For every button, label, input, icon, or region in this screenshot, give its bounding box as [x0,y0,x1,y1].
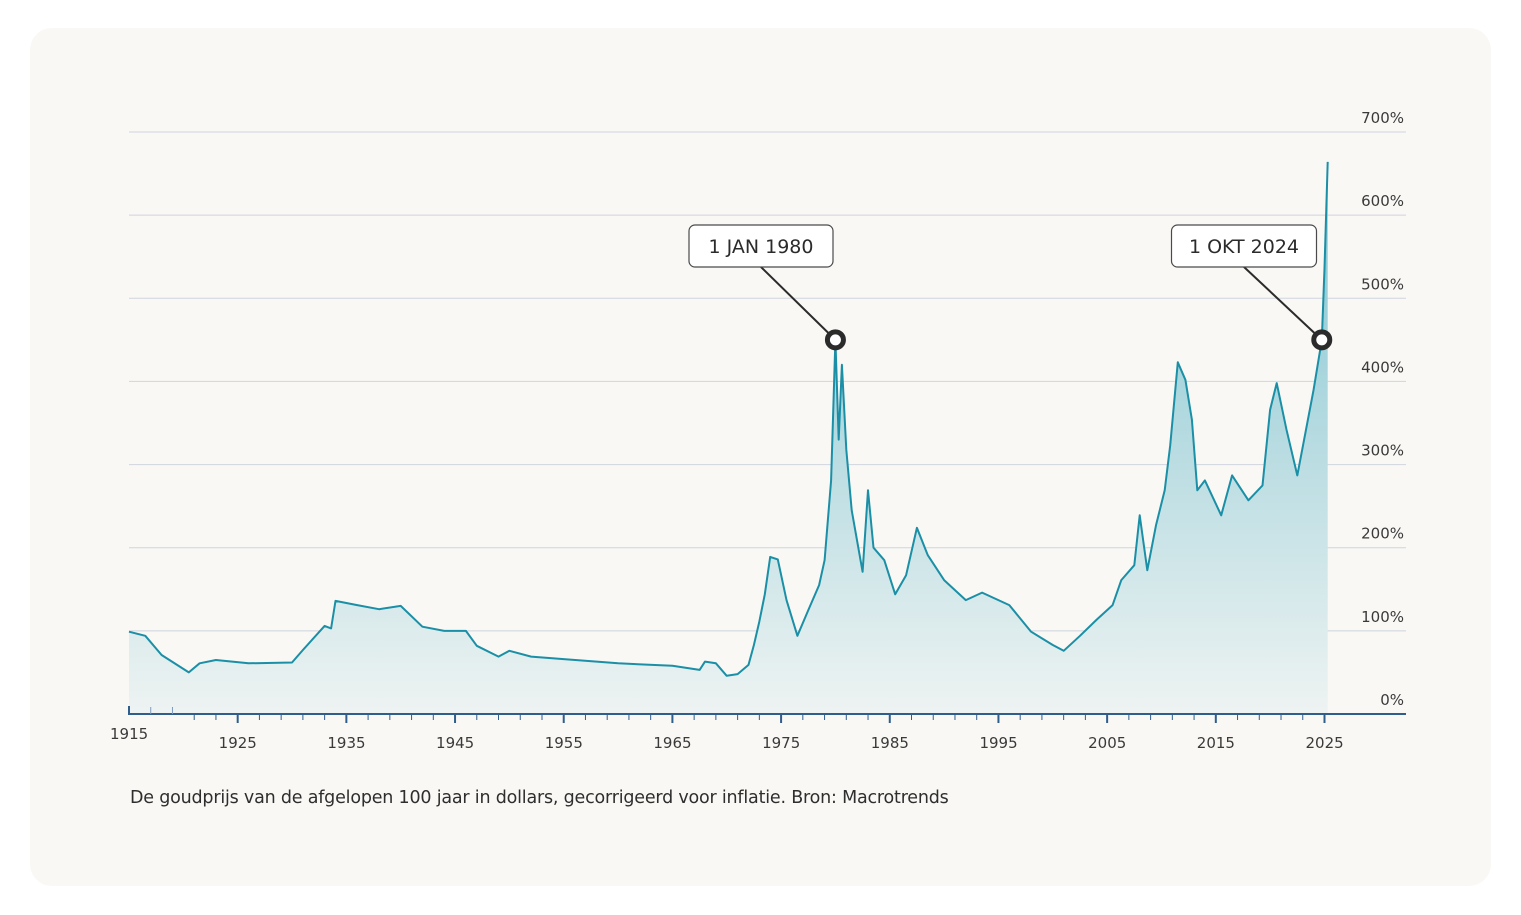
callout-box [688,224,834,268]
callout-box [1170,224,1318,268]
callout-leader [1243,266,1323,341]
x-tick-label: 1925 [219,734,257,752]
y-tick-label: 0% [1380,691,1404,709]
x-tick-label: 1995 [979,734,1017,752]
chart-caption: De goudprijs van de afgelopen 100 jaar i… [130,788,949,808]
x-tick-label: 1955 [545,734,583,752]
y-tick-label: 500% [1361,275,1404,293]
x-axis: 1915 1925 1935 1945 1955 1965 1975 1985 1995 2005… [110,706,1406,752]
callout-label: 1 JAN 1980 [708,236,813,258]
x-tick-label: 1985 [871,734,909,752]
y-tick-label: 400% [1361,358,1404,376]
callout-label: 1 OKT 2024 [1189,236,1299,258]
series-line [128,161,1329,677]
chart-card [30,28,1491,886]
annotations: 1 JAN 1980 1 OKT 2024 [688,224,1333,351]
y-axis-labels: 0% 100% 200% 300% 400% 500% 600% 700% [1361,109,1404,709]
y-tick-label: 300% [1361,442,1404,460]
y-tick-label: 100% [1361,608,1404,626]
callout-marker [824,329,846,351]
callout-marker [1311,329,1333,351]
x-tick-label: 1915 [110,725,148,743]
callout-leader [760,266,837,341]
y-tick-label: 200% [1361,525,1404,543]
series-area [129,161,1328,714]
x-tick-label: 2025 [1305,734,1343,752]
x-tick-label: 2005 [1088,734,1126,752]
x-tick-label: 1975 [762,734,800,752]
x-tick-label: 2015 [1197,734,1235,752]
x-tick-label: 1945 [436,734,474,752]
y-tick-label: 700% [1361,109,1404,127]
x-tick-label: 1935 [327,734,365,752]
x-tick-label: 1965 [653,734,691,752]
y-tick-label: 600% [1361,192,1404,210]
